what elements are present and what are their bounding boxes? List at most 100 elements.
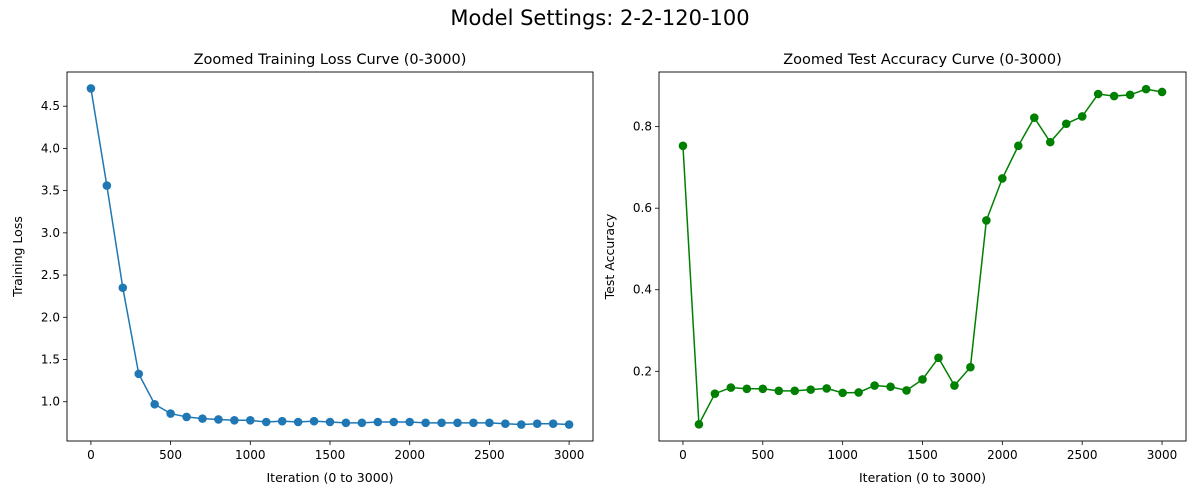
accuracy-data-point bbox=[806, 385, 816, 394]
accuracy-data-point bbox=[950, 381, 959, 390]
accuracy-data-point bbox=[774, 386, 784, 396]
loss-y-tick-label: 1.5 bbox=[41, 353, 60, 367]
loss-x-axis-label: Iteration (0 to 3000) bbox=[266, 470, 393, 485]
loss-data-point bbox=[501, 419, 510, 428]
accuracy-data-point bbox=[854, 388, 863, 397]
loss-data-point bbox=[134, 369, 144, 379]
figure-suptitle: Model Settings: 2-2-120-100 bbox=[450, 6, 750, 30]
loss-data-point bbox=[405, 417, 414, 427]
accuracy-data-point bbox=[790, 386, 800, 396]
loss-chart-title: Zoomed Training Loss Curve (0-3000) bbox=[194, 52, 467, 68]
loss-data-point bbox=[182, 412, 191, 422]
loss-y-tick-label: 2.0 bbox=[41, 310, 60, 324]
accuracy-data-point bbox=[822, 384, 831, 393]
accuracy-data-point bbox=[934, 353, 943, 363]
accuracy-x-tick-label: 3000 bbox=[1147, 448, 1178, 462]
accuracy-data-point bbox=[1125, 90, 1135, 100]
accuracy-data-point bbox=[998, 174, 1007, 183]
loss-x-tick-label: 1000 bbox=[235, 448, 266, 462]
accuracy-x-tick-label: 1500 bbox=[907, 448, 938, 462]
accuracy-chart-title: Zoomed Test Accuracy Curve (0-3000) bbox=[783, 52, 1062, 68]
loss-data-point bbox=[516, 420, 526, 429]
loss-data-point bbox=[230, 416, 239, 425]
accuracy-data-point bbox=[886, 382, 895, 392]
loss-data-point bbox=[532, 419, 542, 428]
loss-data-point bbox=[246, 416, 255, 425]
loss-y-tick-label: 3.0 bbox=[41, 226, 60, 240]
loss-data-point bbox=[437, 418, 446, 428]
accuracy-data-point bbox=[1093, 89, 1103, 99]
accuracy-y-axis-label: Test Accuracy bbox=[602, 213, 617, 300]
accuracy-x-tick-label: 2000 bbox=[987, 448, 1018, 462]
accuracy-data-point bbox=[982, 216, 991, 225]
accuracy-y-tick-label: 0.8 bbox=[633, 120, 652, 134]
loss-data-point bbox=[293, 417, 303, 427]
loss-data-point bbox=[118, 283, 128, 293]
accuracy-data-point bbox=[694, 419, 704, 429]
accuracy-data-point bbox=[1029, 113, 1039, 122]
accuracy-data-point bbox=[710, 389, 720, 399]
accuracy-x-tick-label: 500 bbox=[751, 448, 774, 462]
accuracy-x-tick-label: 1000 bbox=[827, 448, 858, 462]
loss-data-point bbox=[214, 415, 223, 424]
loss-x-tick-label: 1500 bbox=[315, 448, 346, 462]
accuracy-x-axis-label: Iteration (0 to 3000) bbox=[859, 470, 986, 485]
loss-y-tick-label: 3.5 bbox=[41, 184, 60, 198]
loss-y-tick-label: 2.5 bbox=[41, 268, 60, 282]
loss-data-point bbox=[548, 419, 558, 428]
accuracy-data-point bbox=[1109, 91, 1119, 101]
loss-x-tick-label: 0 bbox=[87, 448, 95, 462]
accuracy-data-point bbox=[1014, 141, 1023, 151]
accuracy-data-point bbox=[918, 375, 927, 384]
loss-y-tick-label: 4.0 bbox=[41, 141, 60, 155]
loss-data-point bbox=[373, 417, 383, 427]
loss-data-point bbox=[325, 417, 335, 427]
loss-data-point bbox=[277, 416, 287, 426]
accuracy-y-tick-label: 0.6 bbox=[633, 201, 652, 215]
loss-data-point bbox=[485, 418, 494, 428]
loss-data-point bbox=[341, 418, 351, 428]
accuracy-series-line bbox=[682, 88, 1163, 428]
loss-data-point bbox=[421, 418, 430, 428]
loss-plot-frame bbox=[66, 71, 594, 442]
accuracy-data-point bbox=[726, 383, 736, 392]
accuracy-y-tick-label: 0.2 bbox=[633, 364, 652, 378]
loss-data-point bbox=[469, 418, 478, 428]
loss-series-line bbox=[90, 88, 570, 426]
accuracy-data-point bbox=[902, 386, 911, 395]
accuracy-data-point bbox=[838, 388, 847, 398]
loss-data-point bbox=[102, 181, 112, 190]
accuracy-x-tick-label: 0 bbox=[679, 448, 687, 462]
loss-data-point bbox=[150, 399, 159, 409]
loss-data-point bbox=[357, 418, 367, 428]
accuracy-data-point bbox=[1157, 87, 1167, 97]
loss-data-point bbox=[564, 420, 574, 429]
accuracy-data-point bbox=[742, 384, 752, 394]
accuracy-data-point bbox=[1141, 84, 1151, 94]
loss-y-tick-label: 1.0 bbox=[41, 395, 60, 409]
accuracy-chart: Zoomed Test Accuracy Curve (0-3000) 0 500 1… bbox=[602, 52, 1187, 485]
accuracy-data-point bbox=[678, 141, 688, 151]
loss-data-point bbox=[198, 414, 207, 423]
loss-x-tick-label: 500 bbox=[159, 448, 182, 462]
loss-data-point bbox=[166, 409, 175, 418]
loss-data-point bbox=[86, 84, 96, 93]
accuracy-data-point bbox=[966, 362, 975, 372]
loss-chart: Zoomed Training Loss Curve (0-3000) 0 500 1… bbox=[10, 52, 594, 485]
loss-y-tick-label: 4.5 bbox=[41, 99, 60, 113]
accuracy-plot-frame bbox=[658, 71, 1187, 442]
accuracy-data-point bbox=[1077, 112, 1087, 121]
accuracy-data-point bbox=[1061, 119, 1071, 129]
loss-x-tick-label: 2500 bbox=[474, 448, 505, 462]
loss-y-axis-label: Training Loss bbox=[10, 216, 25, 298]
loss-data-point bbox=[389, 417, 399, 427]
loss-x-tick-label: 2000 bbox=[394, 448, 425, 462]
loss-x-tick-label: 3000 bbox=[554, 448, 585, 462]
accuracy-x-tick-label: 2500 bbox=[1067, 448, 1098, 462]
loss-data-point bbox=[453, 418, 462, 428]
loss-data-point bbox=[309, 416, 319, 426]
loss-data-point bbox=[261, 417, 271, 427]
accuracy-y-tick-label: 0.4 bbox=[633, 283, 652, 297]
